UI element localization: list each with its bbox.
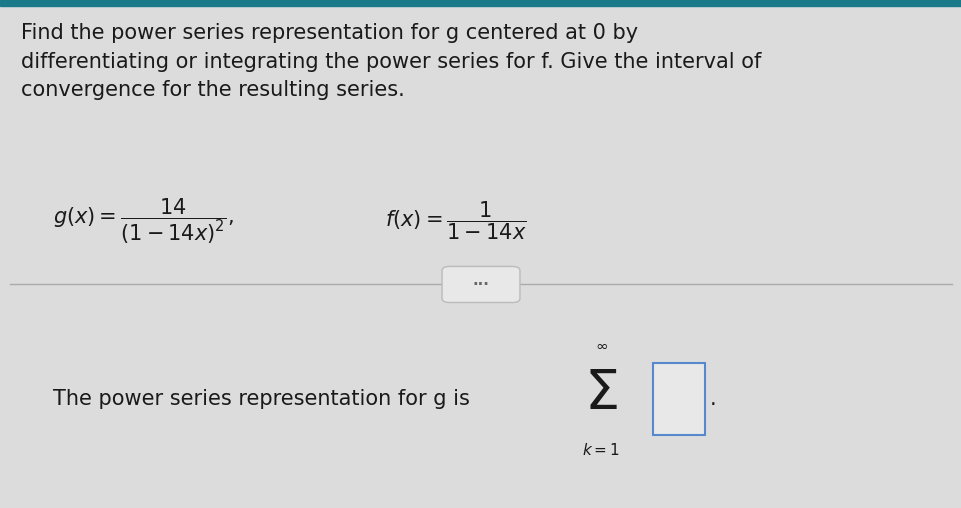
Text: $f(x) = \dfrac{1}{1-14x}$: $f(x) = \dfrac{1}{1-14x}$	[384, 200, 526, 242]
Text: $g(x) = \dfrac{14}{(1-14x)^2},$: $g(x) = \dfrac{14}{(1-14x)^2},$	[53, 197, 234, 245]
Text: .: .	[709, 389, 716, 409]
Text: ···: ···	[472, 277, 489, 292]
Text: The power series representation for g is: The power series representation for g is	[53, 389, 469, 409]
Text: $\Sigma$: $\Sigma$	[584, 367, 617, 421]
Text: $\infty$: $\infty$	[594, 338, 607, 353]
Text: Find the power series representation for g centered at 0 by
differentiating or i: Find the power series representation for…	[21, 23, 761, 101]
FancyBboxPatch shape	[442, 266, 519, 303]
FancyBboxPatch shape	[653, 363, 704, 435]
Text: $k=1$: $k=1$	[581, 441, 620, 458]
Bar	[0, 0, 961, 6]
